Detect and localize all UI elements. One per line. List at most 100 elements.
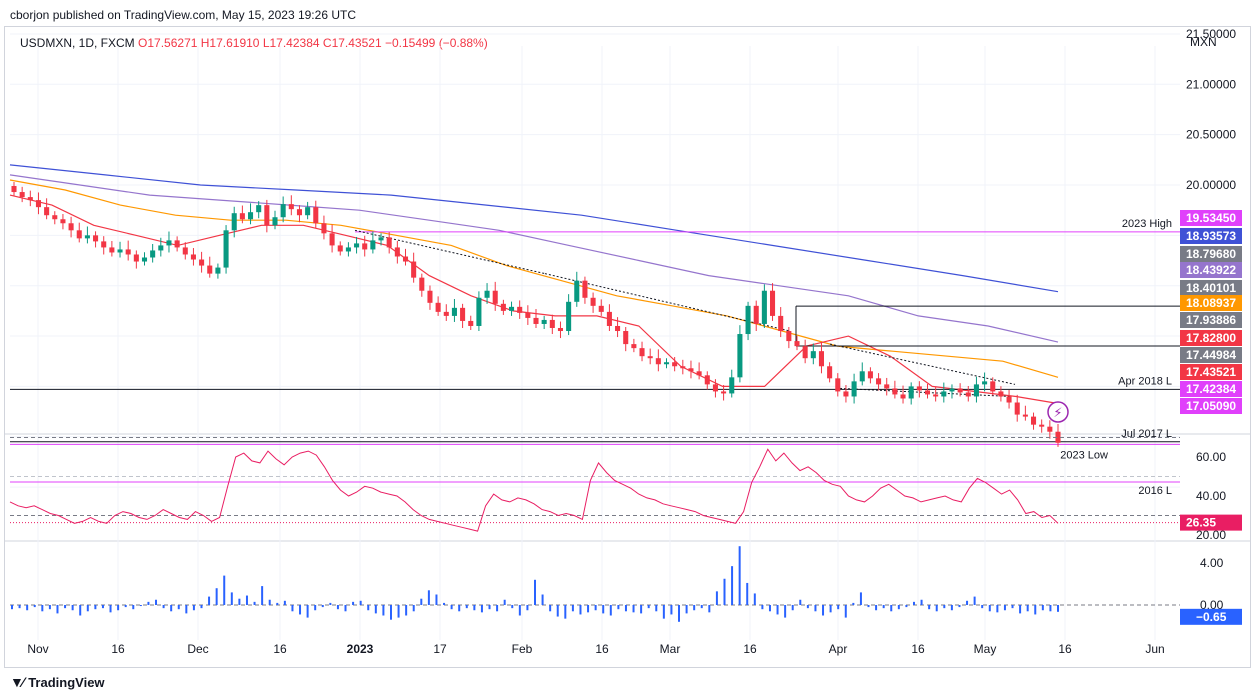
footer-branding[interactable]: ▼⁄ TradingView [10,674,105,690]
candle-body [19,192,25,198]
candle-body [321,223,327,234]
trendline-dotted [354,229,546,275]
rsi-axis-tick: 40.00 [1196,489,1226,503]
time-axis-tick: 17 [433,642,447,656]
candle-body [778,315,784,332]
candle-body [313,207,319,224]
candle-body [900,394,906,399]
time-axis-tick: 2023 [347,642,374,656]
time-axis-tick: 16 [111,642,125,656]
candle-body [264,205,270,226]
rsi-axis-tick: 20.00 [1196,528,1226,542]
wedge-top-dotted [829,343,1016,385]
candle-body [574,280,580,302]
candle-body [802,346,808,359]
candle-body [158,245,164,251]
candle-body [525,312,531,318]
price-badge-value: 18.43922 [1186,263,1236,277]
candle-body [35,200,41,208]
candle-body [794,341,800,347]
candle-body [215,267,221,274]
rsi-current-badge [1180,514,1242,531]
price-badge [1180,364,1242,380]
candle-body [1014,402,1020,415]
candle-body [884,384,890,389]
price-badge-value: 17.05090 [1186,399,1236,413]
candle-body [460,307,466,321]
time-axis-tick: Dec [187,642,208,656]
candle-body [582,280,588,298]
candle-body [892,388,898,395]
level-annotation: 2023 Low [1060,449,1108,461]
candle-body [721,391,727,394]
price-badge [1180,228,1242,244]
candle-body [150,250,156,258]
price-badge [1180,347,1242,363]
price-badge [1180,330,1242,346]
candle-body [973,384,979,397]
candle-body [761,290,767,324]
candle-body [60,219,66,224]
footer-brand-text: TradingView [28,674,105,690]
time-axis-tick: 16 [911,642,925,656]
time-axis-tick: 16 [743,642,757,656]
candle-body [916,386,922,391]
legend-high: H17.61910 [200,36,260,50]
candle-body [44,207,50,216]
candle-body [957,388,963,393]
candle-body [370,240,376,250]
price-badge-value: 17.44984 [1186,348,1236,362]
candle-body [696,371,702,376]
candle-body [753,305,759,324]
time-axis-tick: Nov [27,642,48,656]
price-badge [1180,312,1242,328]
legend-close: C17.43521 [322,36,382,50]
rsi-axis-tick: 60.00 [1196,450,1226,464]
candle-body [190,254,196,260]
ema-long-1-line [9,174,1059,343]
candle-body [133,254,139,262]
price-axis-tick: 21.50000 [1186,27,1236,41]
price-badge [1180,246,1242,262]
ema-short-line [9,194,1059,405]
price-badge-value: 17.42384 [1186,382,1236,396]
candle-body [517,306,523,313]
candle-body [411,261,417,278]
price-axis-tick: 21.00000 [1186,77,1236,91]
candle-body [174,240,180,248]
candle-body [280,204,286,218]
price-badge-value: 17.82800 [1186,331,1236,345]
level-annotation: 2016 L [1138,485,1172,497]
event-lightning-glyph: ⚡ [1053,406,1062,421]
time-axis-tick: Mar [660,642,681,656]
candle-body [745,305,751,335]
candle-body [818,351,824,367]
chart-legend: USDMXN, 1D, FXCM O17.56271 H17.61910 L17… [20,36,488,50]
histogram-axis-tick: 4.00 [1200,556,1224,570]
candle-body [166,240,172,246]
candle-body [296,209,302,216]
legend-symbol[interactable]: USDMXN, 1D, FXCM [20,36,135,50]
level-annotation: Jul 2017 L [1121,428,1172,440]
candle-body [623,331,629,345]
time-axis-tick: 16 [595,642,609,656]
candle-body [1031,416,1037,425]
candle-body [484,290,490,298]
candle-body [982,381,988,385]
candle-body [933,394,939,397]
price-badge [1180,262,1242,278]
candle-body [52,215,58,220]
candle-body [835,378,841,392]
histogram-current-badge [1180,608,1242,625]
candle-body [125,249,131,255]
candle-body [443,311,449,316]
candle-body [354,243,360,248]
price-badge-value: 19.53450 [1186,211,1236,225]
candle-body [606,311,612,326]
price-badge-value: 17.43521 [1186,365,1236,379]
candle-body [182,247,188,255]
candle-body [647,356,653,359]
time-axis-tick: Jun [1145,642,1164,656]
currency-label: MXN [1190,35,1217,49]
